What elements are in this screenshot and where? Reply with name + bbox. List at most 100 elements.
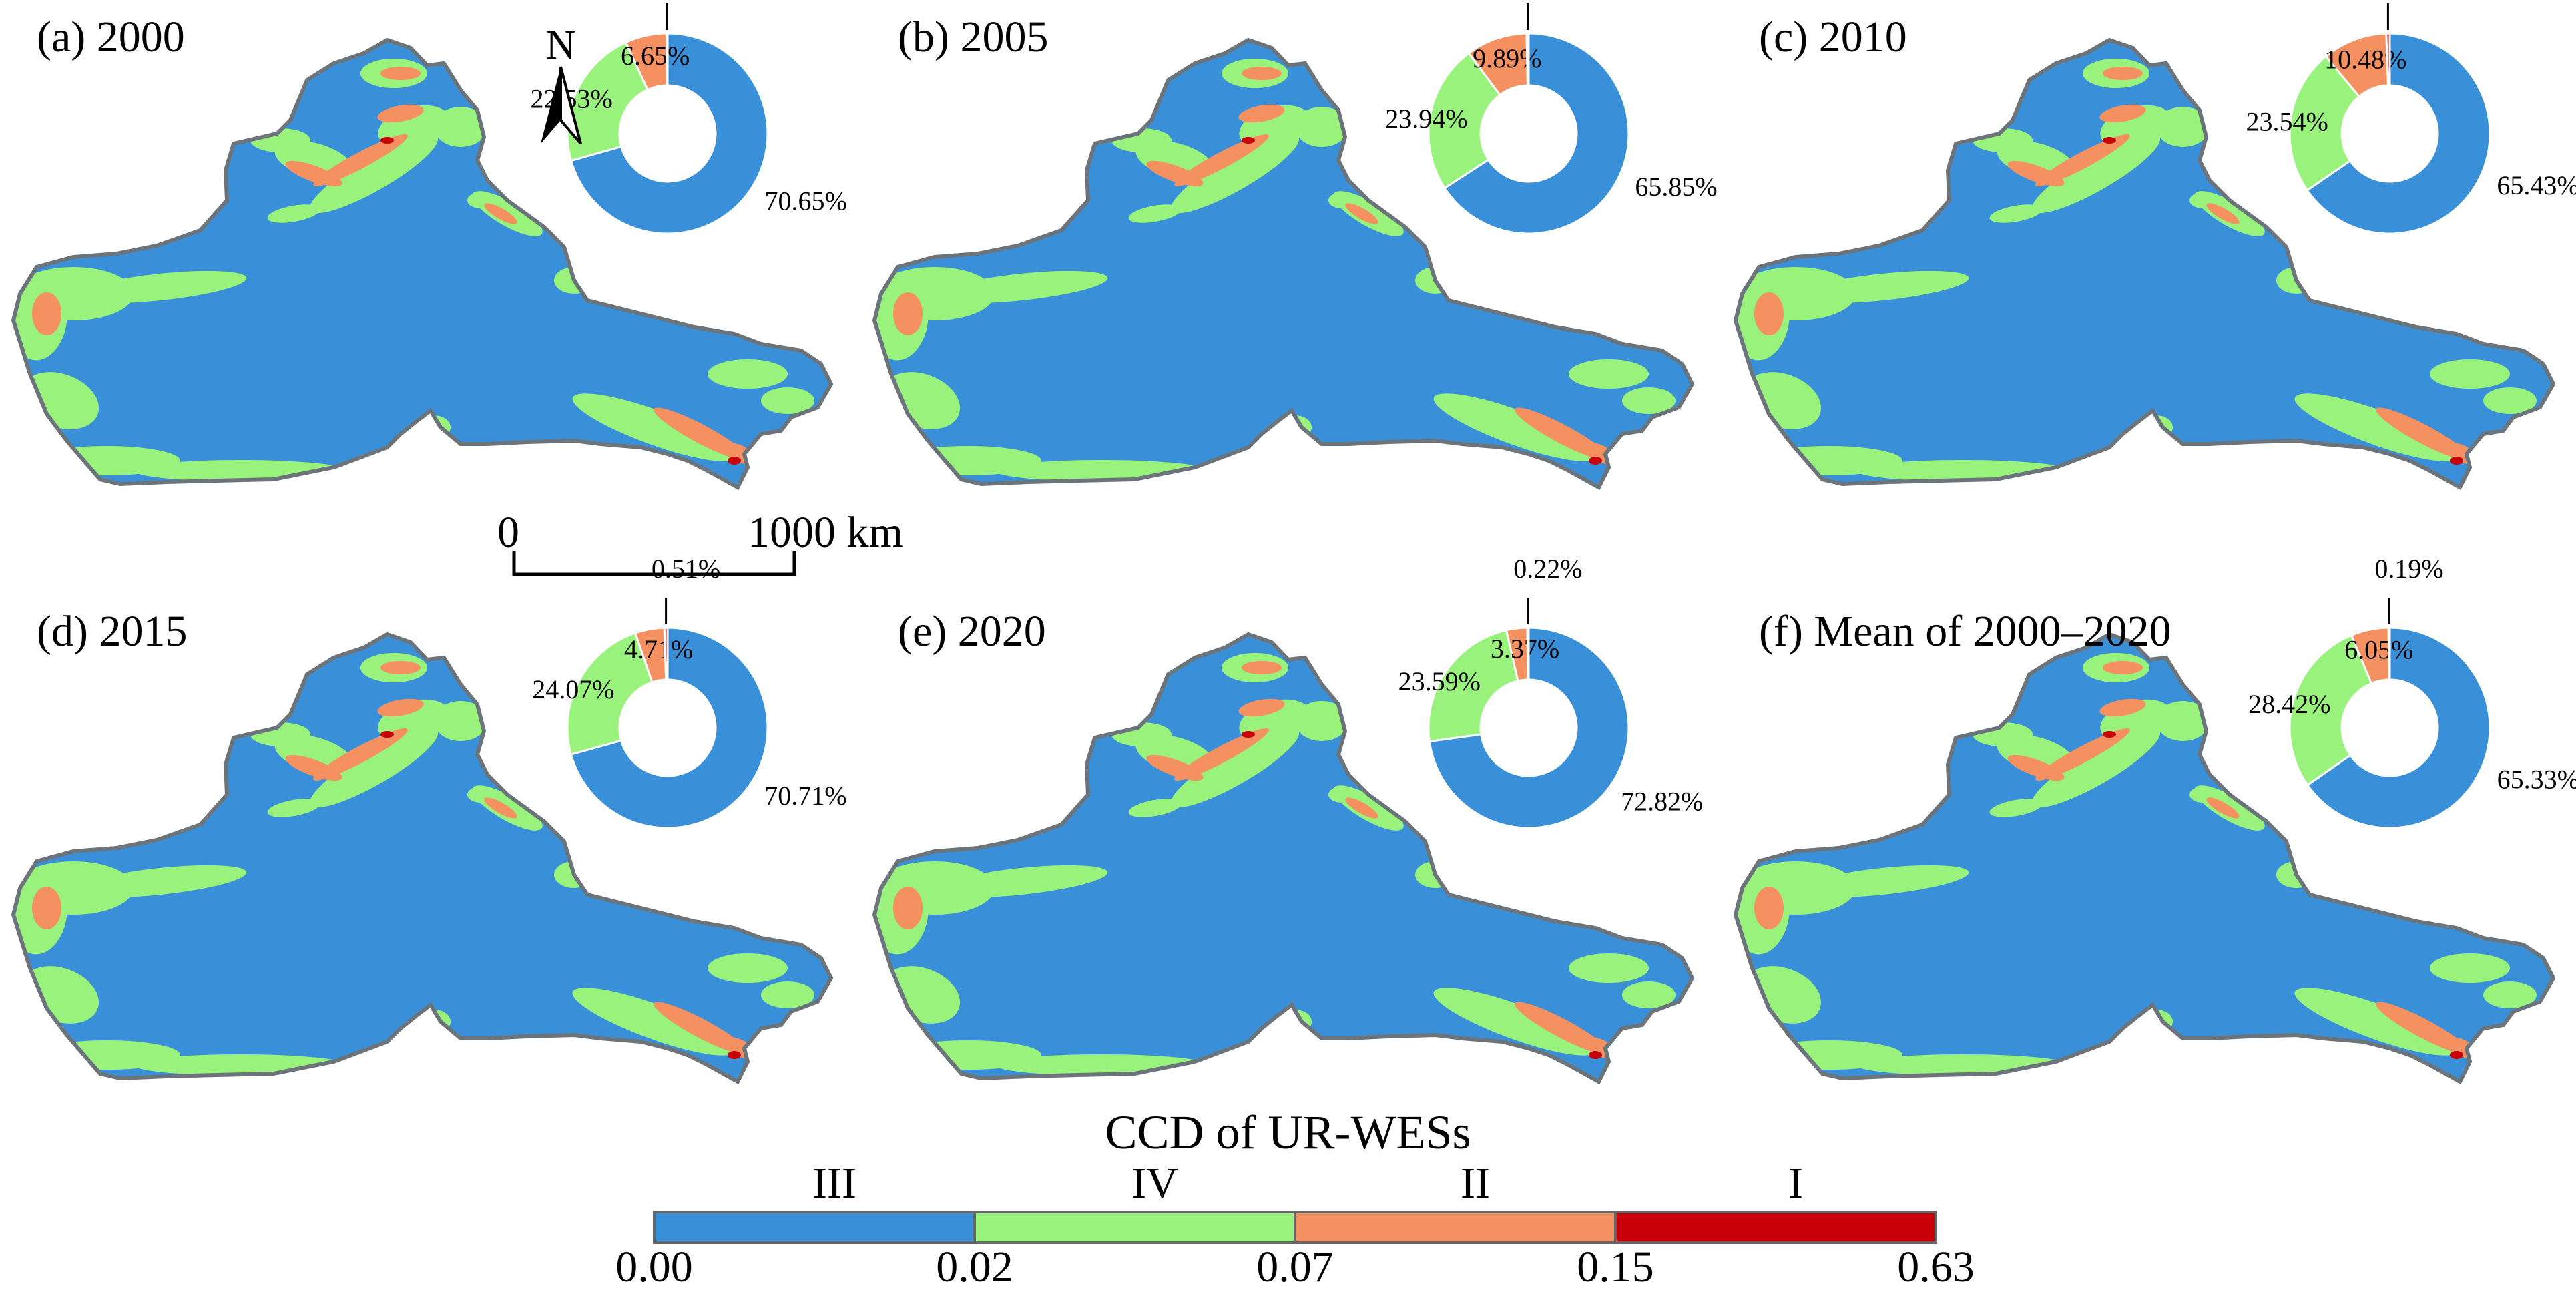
donut-label-I: 0.19%: [2374, 554, 2443, 584]
patch-II: [484, 797, 517, 819]
patch-II: [313, 728, 408, 781]
patch-II: [1242, 67, 1282, 80]
patch-II: [32, 292, 61, 335]
patch-II: [1515, 1002, 1609, 1055]
map-panel-2015: 70.71% 24.07% 4.71% 0.51% (d) 2015: [0, 554, 858, 1168]
region-outline: [11, 632, 834, 1085]
patch-II: [380, 661, 421, 674]
map-svg: 70.65%22.53%6.65%0.17%: [11, 3, 847, 491]
patch-II: [893, 887, 923, 929]
region-outline: [1733, 37, 2556, 491]
patch-II: [893, 292, 923, 335]
patch-IV: [434, 701, 487, 741]
patch-I: [2103, 137, 2116, 144]
donut-slice-IV: [2288, 634, 2373, 787]
patch-IV: [2031, 728, 2161, 808]
patch-II: [377, 104, 424, 123]
panel-title: (b) 2005: [898, 13, 1049, 61]
patch-IV: [1170, 134, 1300, 214]
legend-colorbar: [653, 1211, 1937, 1244]
legend-tick-label: 0.00: [615, 1243, 693, 1291]
donut-slice-IV: [1427, 629, 1519, 743]
patch-I: [1242, 731, 1255, 738]
map-svg: 65.85%23.94%9.89%0.32%: [872, 3, 1718, 491]
patch-II: [1146, 754, 1204, 781]
panel-title: (a) 2000: [37, 13, 185, 61]
patch-IV: [2430, 953, 2510, 983]
patch-II: [2206, 203, 2240, 224]
donut-label-II: 6.65%: [621, 41, 690, 71]
scale-bar-start-label: 0: [497, 508, 519, 557]
patch-II: [1242, 661, 1282, 674]
patch-IV: [267, 204, 320, 223]
panel-title: (f) Mean of 2000–2020: [1759, 607, 2171, 656]
ccd-patches: [1736, 653, 2537, 1076]
donut-label-II: 9.89%: [1473, 43, 1541, 73]
donut-label-III: 65.85%: [1635, 172, 1717, 202]
legend-swatch-IV: [973, 1211, 1296, 1244]
donut-label-III: 65.33%: [2497, 765, 2576, 795]
patch-II: [285, 754, 342, 781]
patch-IV: [1796, 270, 1969, 304]
donut-label-I: 0.22%: [1513, 554, 1582, 584]
patch-IV: [1295, 107, 1348, 147]
patch-I: [728, 457, 741, 465]
patch-II: [285, 160, 342, 187]
patch-II: [2376, 407, 2471, 461]
patch-II: [2099, 104, 2146, 123]
map-svg: 65.43%23.54%10.48%0.55%: [1733, 3, 2576, 491]
patch-II: [2103, 661, 2143, 674]
scale-bar-end-label: 1000 km: [748, 508, 903, 557]
region-outline: [11, 37, 834, 491]
region-outline: [872, 37, 1695, 491]
legend-class-label: II: [1461, 1159, 1490, 1208]
patch-IV: [708, 359, 788, 389]
patch-II: [1345, 797, 1378, 819]
patch-IV: [1989, 799, 2043, 817]
donut-slice-I: [663, 626, 669, 681]
panel-title: (e) 2020: [898, 607, 1046, 656]
donut-label-III: 70.71%: [764, 781, 846, 811]
patch-I: [2103, 731, 2116, 738]
donut-chart: 65.33% 28.42% 6.05% 0.19%: [2248, 554, 2576, 829]
patch-IV: [2294, 393, 2459, 461]
legend-swatch-II: [1294, 1211, 1617, 1244]
region-fill: [874, 634, 1692, 1082]
patch-II: [2035, 728, 2130, 781]
patch-IV: [2156, 107, 2210, 147]
patch-IV: [1433, 988, 1597, 1056]
map-svg: 65.33% 28.42% 6.05% 0.19%: [1733, 554, 2576, 1085]
patch-IV: [935, 270, 1108, 304]
donut-label-II: 6.05%: [2344, 635, 2413, 665]
donut-label-III: 65.43%: [2497, 170, 2576, 200]
region-outline: [872, 632, 1695, 1085]
patch-II: [2103, 67, 2143, 80]
patch-IV: [1295, 701, 1348, 741]
donut-slice-III: [569, 626, 769, 829]
patch-I: [380, 137, 394, 144]
patch-IV: [1569, 953, 1649, 983]
patch-II: [380, 67, 421, 80]
legend-swatch-III: [653, 1211, 976, 1244]
patch-I: [2450, 1051, 2463, 1059]
patch-IV: [267, 799, 320, 817]
patch-I: [1589, 1051, 1602, 1059]
patch-IV: [572, 393, 736, 461]
patch-II: [654, 407, 748, 461]
region-fill: [1736, 40, 2553, 487]
donut-slice-III: [2306, 32, 2491, 235]
patch-II: [1146, 160, 1204, 187]
patch-IV: [761, 387, 814, 414]
region-fill: [874, 40, 1692, 487]
donut-label-II: 3.37%: [1491, 634, 1559, 664]
patch-II: [2007, 754, 2065, 781]
patch-II: [1515, 407, 1609, 461]
donut-label-I: 0.51%: [652, 554, 720, 584]
patch-IV: [2430, 359, 2510, 389]
patch-II: [2099, 698, 2146, 717]
patch-II: [2376, 1002, 2471, 1055]
patch-IV: [761, 981, 814, 1008]
patch-IV: [1170, 728, 1300, 808]
donut-slice-I: [1526, 626, 1530, 681]
patch-II: [2007, 160, 2065, 187]
